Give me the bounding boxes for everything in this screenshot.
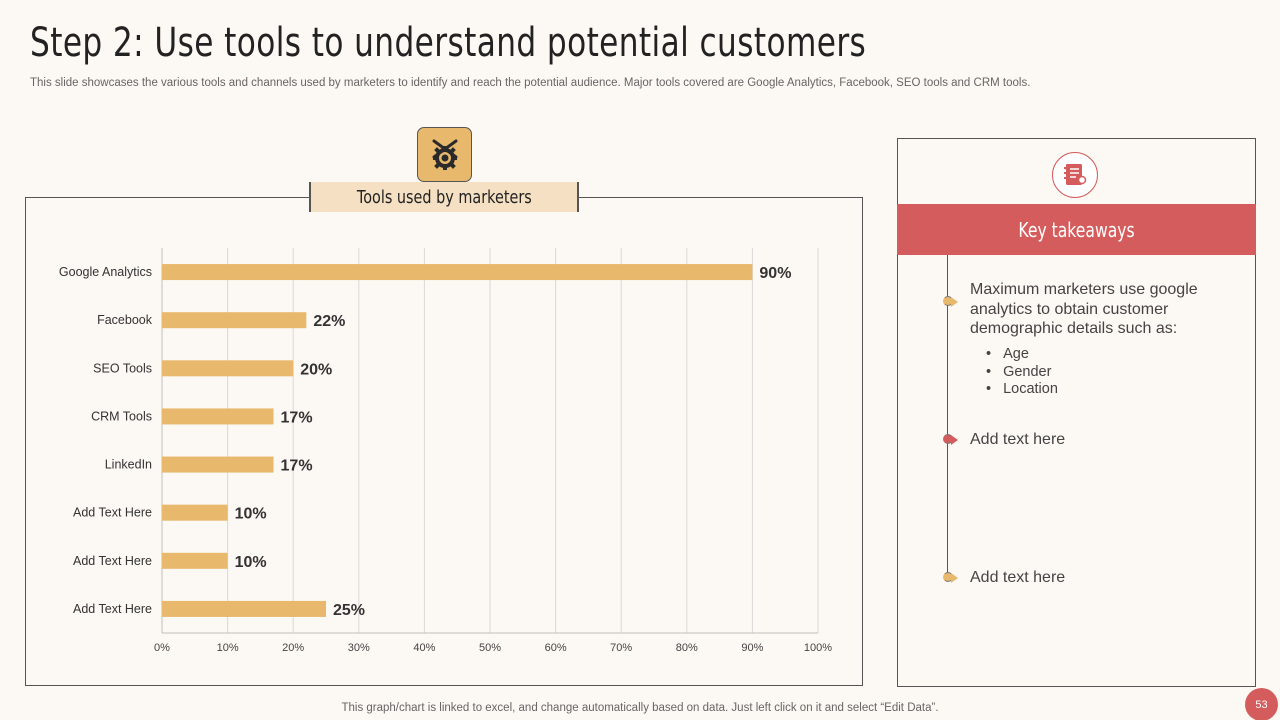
category-label: Facebook <box>97 313 153 327</box>
bar <box>162 552 228 569</box>
category-label: SEO Tools <box>93 361 152 375</box>
chart-banner-label: Tools used by marketers <box>356 186 532 208</box>
data-label: 10% <box>235 554 267 571</box>
bar <box>162 312 307 329</box>
bar <box>162 360 294 377</box>
timeline-marker-1 <box>943 296 958 307</box>
takeaway-item-3[interactable]: Add text here <box>970 569 1066 586</box>
category-label: LinkedIn <box>105 458 152 472</box>
bar <box>162 408 274 425</box>
footer-note: This graph/chart is linked to excel, and… <box>341 702 939 714</box>
category-label: CRM Tools <box>91 409 152 423</box>
tools-gear-icon <box>417 127 472 182</box>
page-subtitle: This slide showcases the various tools a… <box>30 77 1031 89</box>
data-label: 10% <box>235 506 267 523</box>
x-tick-label: 90% <box>741 642 763 654</box>
page-title: Step 2: Use tools to understand potentia… <box>30 20 867 66</box>
page-number: 53 <box>1245 688 1278 720</box>
category-label: Add Text Here <box>73 602 152 616</box>
key-takeaways-title: Key takeaways <box>1018 217 1135 242</box>
x-tick-label: 60% <box>545 642 567 654</box>
takeaway-bullet-list: Age Gender Location <box>988 346 1058 399</box>
bar <box>162 504 228 521</box>
bullet-age: Age <box>988 346 1058 364</box>
bar <box>162 600 326 617</box>
category-label: Add Text Here <box>73 554 152 568</box>
chart-panel[interactable]: 0% 10% 20% 30% 40% 50% 60% 70% 80% 90% 100% Google … <box>25 197 863 686</box>
x-tick-label: 70% <box>610 642 632 654</box>
category-label: Add Text Here <box>73 506 152 520</box>
notebook-icon <box>1052 152 1098 198</box>
category-label: Google Analytics <box>59 265 152 279</box>
timeline-marker-2 <box>943 434 958 445</box>
bullet-gender: Gender <box>988 364 1058 382</box>
x-tick-label: 0% <box>154 642 170 654</box>
x-tick-label: 80% <box>676 642 698 654</box>
timeline-line <box>947 255 948 577</box>
timeline-marker-3 <box>943 572 958 583</box>
data-label: 22% <box>313 313 345 330</box>
bullet-location: Location <box>988 381 1058 399</box>
x-tick-label: 100% <box>804 642 832 654</box>
bar <box>162 264 753 281</box>
takeaway-item-1: Maximum marketers use google analytics t… <box>970 281 1198 337</box>
key-takeaways-header: Key takeaways <box>897 204 1256 255</box>
data-label: 90% <box>759 265 791 282</box>
data-label: 17% <box>281 409 313 426</box>
x-tick-label: 20% <box>282 642 304 654</box>
chart-banner: Tools used by marketers <box>301 182 587 212</box>
data-label: 17% <box>281 458 313 475</box>
data-label: 20% <box>300 361 332 378</box>
x-tick-label: 40% <box>413 642 435 654</box>
x-tick-label: 10% <box>217 642 239 654</box>
bar <box>162 456 274 473</box>
bar-chart[interactable]: 0% 10% 20% 30% 40% 50% 60% 70% 80% 90% 100% Google … <box>26 198 864 687</box>
takeaway-item-2[interactable]: Add text here <box>970 431 1066 448</box>
x-tick-label: 30% <box>348 642 370 654</box>
data-label: 25% <box>333 602 365 619</box>
x-tick-label: 50% <box>479 642 501 654</box>
